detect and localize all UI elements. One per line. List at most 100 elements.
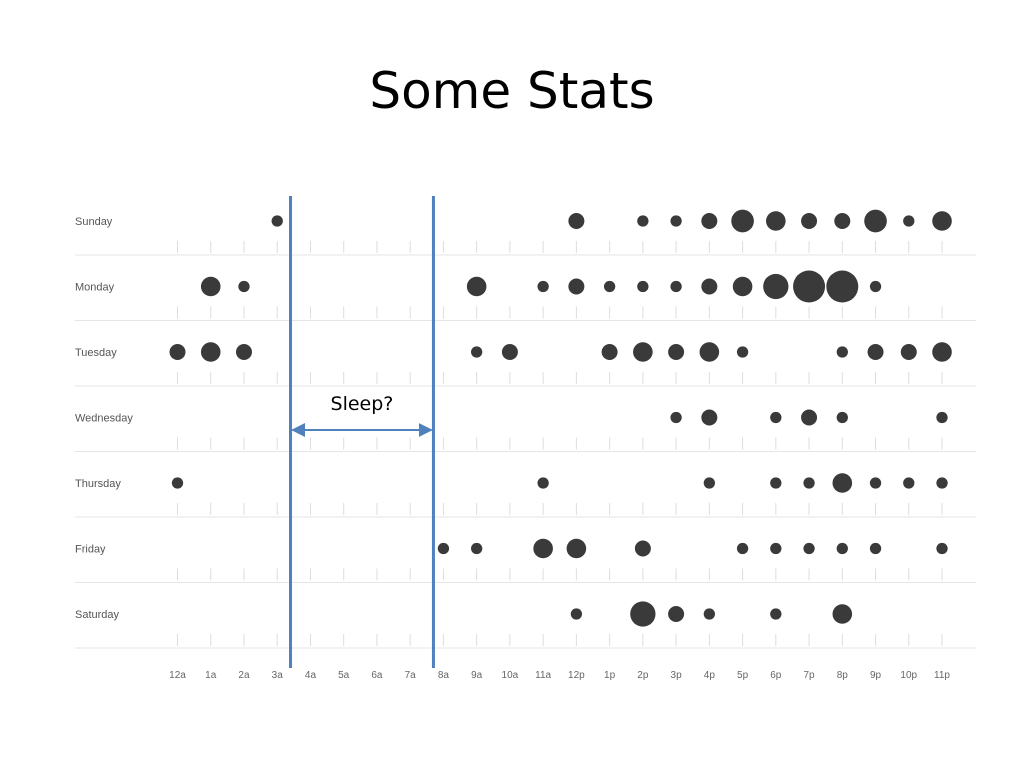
row-label: Sunday: [75, 216, 113, 228]
data-point: [633, 342, 653, 362]
x-tick-label: 11p: [934, 670, 950, 681]
data-point: [471, 542, 483, 555]
x-tick-label: 3a: [272, 670, 284, 681]
x-tick-label: 2p: [637, 670, 649, 681]
data-point: [603, 280, 616, 293]
data-point: [832, 604, 853, 624]
x-tick-label: 5a: [338, 670, 350, 681]
data-point: [869, 477, 882, 489]
data-point: [437, 542, 450, 555]
data-point: [736, 346, 749, 358]
x-tick-label: 6a: [371, 670, 383, 681]
x-tick-label: 6p: [770, 670, 782, 681]
data-point: [471, 346, 483, 358]
data-point: [766, 211, 786, 231]
x-tick-label: 10a: [502, 670, 519, 681]
grid-layer: [75, 241, 976, 649]
data-point: [770, 411, 782, 424]
data-point: [801, 213, 818, 229]
data-point: [803, 542, 815, 555]
data-point: [826, 270, 859, 303]
data-point: [670, 215, 682, 227]
data-point: [763, 273, 789, 300]
row-label: Friday: [75, 544, 106, 556]
data-point: [864, 209, 887, 233]
data-point: [900, 344, 917, 360]
data-point: [770, 477, 782, 489]
data-point: [238, 280, 250, 293]
data-point: [568, 278, 585, 295]
data-point: [936, 542, 948, 555]
data-point: [630, 601, 656, 627]
data-point: [732, 276, 753, 297]
data-point: [637, 280, 649, 293]
data-point: [793, 270, 826, 303]
x-tick-label: 1p: [604, 670, 616, 681]
data-point: [271, 215, 283, 227]
data-point: [932, 342, 952, 362]
data-point: [936, 477, 948, 489]
sleep-annotation: Sleep?: [289, 196, 435, 668]
row-label: Tuesday: [75, 347, 117, 359]
data-point: [169, 344, 186, 360]
data-point: [537, 477, 549, 489]
x-tick-label: 10p: [900, 670, 917, 681]
x-tick-label: 12p: [568, 670, 585, 681]
data-points: [169, 209, 952, 627]
x-axis-ticks: 12a 1a 2a 3a 4a 5a 6a 7a 8a 9a 10a 11a 12p 1p 2p 3p 4p 5p…: [169, 670, 950, 681]
x-tick-label: 4p: [704, 670, 716, 681]
data-point: [836, 542, 848, 555]
data-point: [566, 538, 587, 559]
row-labels: Sunday Monday Tuesday Wednesday Thursday Frid…: [75, 216, 133, 621]
x-tick-label: 7p: [803, 670, 815, 681]
data-point: [570, 608, 583, 620]
data-point: [936, 411, 948, 424]
data-point: [701, 409, 718, 426]
data-point: [836, 346, 848, 358]
data-point: [637, 215, 649, 227]
x-tick-label: 7a: [405, 670, 417, 681]
data-point: [803, 477, 815, 489]
x-tick-label: 8p: [837, 670, 849, 681]
data-point: [736, 542, 749, 555]
data-point: [235, 344, 252, 360]
data-point: [699, 342, 720, 362]
data-point: [634, 540, 651, 557]
x-tick-label: 3p: [671, 670, 683, 681]
x-tick-label: 4a: [305, 670, 317, 681]
x-tick-label: 12a: [169, 670, 186, 681]
data-point: [834, 213, 851, 229]
data-point: [903, 215, 915, 227]
data-point: [466, 276, 487, 297]
data-point: [200, 276, 221, 297]
data-point: [932, 211, 952, 231]
data-point: [832, 473, 853, 493]
data-point: [770, 542, 782, 555]
data-point: [537, 280, 549, 293]
data-point: [867, 344, 884, 360]
data-point: [801, 409, 818, 426]
x-tick-label: 1a: [205, 670, 217, 681]
x-tick-label: 9p: [870, 670, 882, 681]
data-point: [701, 213, 718, 229]
data-point: [171, 477, 184, 489]
data-point: [770, 608, 782, 620]
x-tick-label: 9a: [471, 670, 483, 681]
row-label: Saturday: [75, 609, 120, 621]
data-point: [568, 213, 585, 229]
x-tick-label: 8a: [438, 670, 450, 681]
sleep-label: Sleep?: [331, 393, 394, 415]
row-label: Thursday: [75, 478, 121, 490]
data-point: [533, 538, 553, 559]
x-tick-label: 2a: [238, 670, 250, 681]
x-tick-label: 11a: [535, 670, 551, 681]
data-point: [903, 477, 915, 489]
data-point: [670, 411, 682, 424]
data-point: [501, 344, 518, 360]
data-point: [200, 342, 221, 362]
data-point: [701, 278, 718, 295]
data-point: [869, 280, 882, 293]
data-point: [703, 608, 715, 620]
data-point: [668, 606, 685, 622]
data-point: [836, 411, 848, 424]
